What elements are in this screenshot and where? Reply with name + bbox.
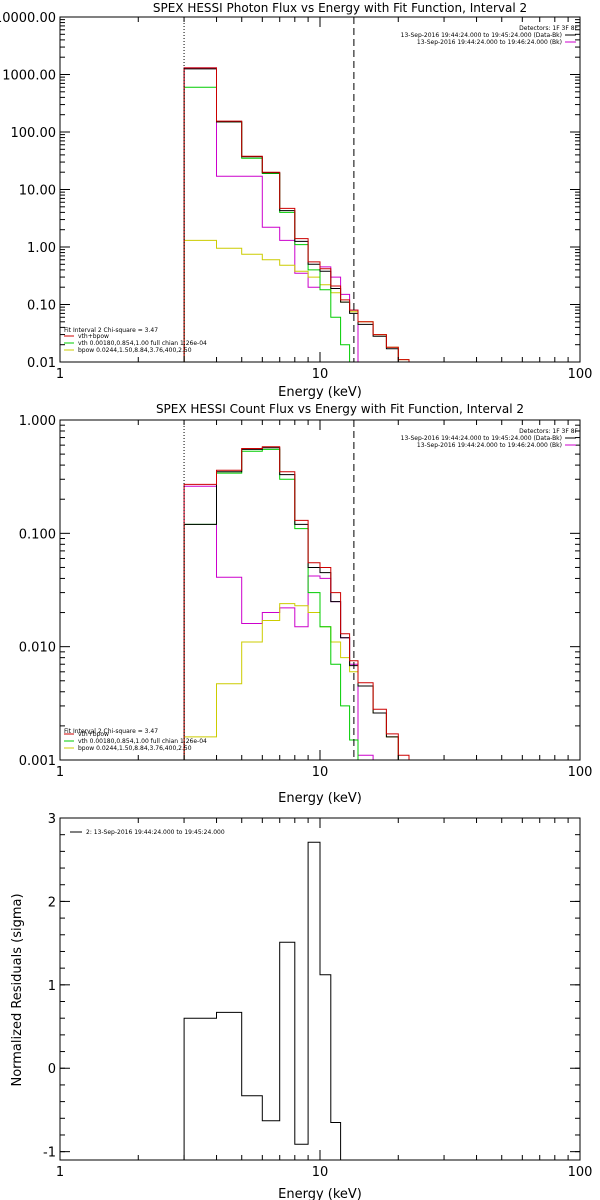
legend-entry: bpow 0.0244,1.50,8.84,3.76,400,2.50 bbox=[78, 745, 192, 752]
legend-entry: vth+bpow bbox=[78, 333, 109, 340]
x-tick-label: 100 bbox=[568, 367, 593, 382]
fit-info: Fit Interval 2 Chi-square = 3.47 bbox=[64, 728, 158, 735]
detectors-label: Detectors: 1F 3F 8F bbox=[519, 428, 578, 435]
y-tick-label: 10000.00 bbox=[0, 11, 56, 26]
y-tick-label: 0.010 bbox=[19, 641, 56, 656]
legend-entry: vth 0.00180,0.854,1.00 full chian 1.26e-… bbox=[78, 340, 207, 347]
y-tick-label: -1 bbox=[43, 1146, 56, 1161]
y-tick-label: 10.00 bbox=[19, 184, 56, 199]
y-tick-label: 3 bbox=[48, 812, 56, 827]
legend-entry: 13-Sep-2016 19:44:24.000 to 19:46:24.000… bbox=[417, 442, 562, 449]
plot-frame bbox=[59, 16, 581, 363]
series-sum-line bbox=[183, 67, 410, 362]
x-tick-label: 10 bbox=[312, 367, 329, 382]
x-tick-label: 1 bbox=[56, 367, 64, 382]
x-tick-label: 1 bbox=[56, 1165, 64, 1180]
y-tick-label: 2 bbox=[48, 895, 56, 910]
marker-lines bbox=[183, 17, 355, 362]
detectors-label: Detectors: 1F 3F 8F bbox=[519, 25, 578, 32]
legend-top: 2: 13-Sep-2016 19:44:24.000 to 19:45:24.… bbox=[70, 829, 225, 836]
legend-entry: vth+bpow bbox=[78, 731, 109, 738]
x-axis-label: Energy (keV) bbox=[278, 385, 362, 400]
series-bk-line bbox=[183, 485, 374, 760]
y-tick-label: 1.000 bbox=[19, 414, 56, 429]
marker-lines bbox=[183, 420, 355, 760]
y-tick-label: 100.00 bbox=[11, 126, 57, 141]
legend-entry: 2: 13-Sep-2016 19:44:24.000 to 19:45:24.… bbox=[86, 829, 225, 836]
legend-entry: 13-Sep-2016 19:44:24.000 to 19:45:24.000… bbox=[401, 435, 562, 442]
y-tick-label: 0 bbox=[48, 1062, 56, 1077]
y-tick-label: 1.00 bbox=[27, 241, 56, 256]
series-group bbox=[183, 67, 410, 363]
count-flux-chart: SPEX HESSI Count Flux vs Energy with Fit… bbox=[19, 402, 593, 806]
axis-ticks: 1 10 100 0.01 0.10 1.00 10.00 100.00 1000.00 1000… bbox=[0, 11, 592, 382]
x-tick-label: 10 bbox=[312, 1165, 329, 1180]
x-axis-label: Energy (keV) bbox=[278, 791, 362, 806]
legend-entry: 13-Sep-2016 19:44:24.000 to 19:46:24.000… bbox=[417, 39, 562, 46]
y-tick-label: 1000.00 bbox=[2, 69, 56, 84]
axis-ticks: 1 10 100 0.001 0.010 0.100 1.000 bbox=[19, 414, 593, 780]
y-axis-label: Normalized Residuals (sigma) bbox=[10, 893, 25, 1086]
series-bk-line bbox=[183, 67, 374, 363]
chart-title: SPEX HESSI Photon Flux vs Energy with Fi… bbox=[153, 1, 527, 15]
x-tick-label: 100 bbox=[568, 765, 593, 780]
legend-top: 13-Sep-2016 19:44:24.000 to 19:45:24.000… bbox=[401, 435, 576, 449]
plot-frame bbox=[59, 419, 581, 761]
series-total-line bbox=[183, 447, 409, 761]
y-tick-label: 1 bbox=[48, 979, 56, 994]
fit-info: Fit Interval 2 Chi-square = 3.47 bbox=[64, 327, 158, 334]
series-sum-line bbox=[183, 446, 410, 760]
photon-flux-chart: SPEX HESSI Photon Flux vs Energy with Fi… bbox=[0, 1, 592, 400]
series-total-line bbox=[183, 68, 409, 363]
legend-entry: 13-Sep-2016 19:44:24.000 to 19:45:24.000… bbox=[401, 32, 562, 39]
x-axis-label: Energy (keV) bbox=[278, 1187, 362, 1200]
y-tick-label: 0.01 bbox=[27, 356, 56, 371]
axis-ticks: 1 10 100 -1 0 1 2 3 bbox=[43, 812, 592, 1180]
x-tick-label: 1 bbox=[56, 765, 64, 780]
series-group bbox=[183, 841, 358, 1161]
y-tick-label: 0.100 bbox=[19, 527, 56, 542]
series-vth-line bbox=[183, 86, 374, 363]
series-total-line bbox=[183, 841, 358, 1161]
series-bpow-line bbox=[183, 239, 410, 362]
y-tick-label: 0.001 bbox=[19, 754, 56, 769]
legend-top: 13-Sep-2016 19:44:24.000 to 19:45:24.000… bbox=[401, 32, 576, 46]
x-tick-label: 10 bbox=[312, 765, 329, 780]
y-tick-label: 0.10 bbox=[27, 299, 56, 314]
x-tick-label: 100 bbox=[568, 1165, 593, 1180]
residuals-chart: 1 10 100 -1 0 1 2 3 2: 13-Sep-2016 19:44:24.000… bbox=[10, 812, 592, 1200]
series-group bbox=[183, 446, 410, 761]
series-vth-line bbox=[183, 448, 359, 760]
chart-title: SPEX HESSI Count Flux vs Energy with Fit… bbox=[156, 402, 524, 416]
legend-entry: vth 0.00180,0.854,1.00 full chian 1.26e-… bbox=[78, 738, 207, 745]
legend-entry: bpow 0.0244,1.50,8.84,3.76,400,2.50 bbox=[78, 347, 192, 354]
